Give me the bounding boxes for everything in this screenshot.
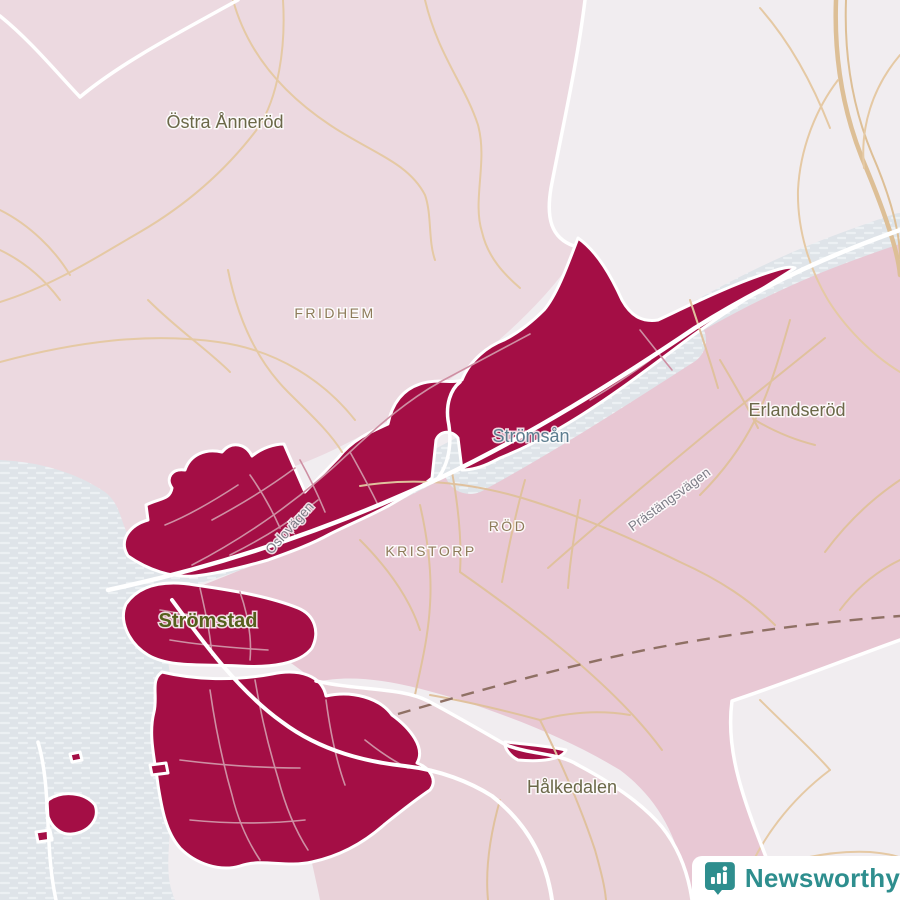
newsworthy-logo-text: Newsworthy [744,862,900,893]
label-fridhem: FRIDHEM [294,305,375,321]
label-rod: RÖD [489,517,528,534]
region-highlight-town [121,581,318,668]
label-ostra-annerod: Östra Ånneröd [166,112,283,132]
major-roads [36,227,900,900]
label-erlandserod: Erlandseröd [748,400,845,420]
minor-roads-north [0,0,521,453]
island-3 [68,750,84,764]
region-kristorp-rod [195,232,900,900]
region-outside-wedge [729,640,900,900]
railway-line [397,614,900,716]
label-stromsan: Strömsån [492,426,569,446]
minor-roads-south [429,694,631,900]
island-1 [45,792,98,836]
streets-highlight [159,329,673,861]
island-2 [148,761,170,777]
newsworthy-logo: Newsworthy [692,856,900,900]
region-highlight-south [150,670,435,870]
label-halkedalen: Hålkedalen [527,777,617,797]
newsworthy-logo-icon [704,862,735,895]
region-fridhem [0,0,585,580]
label-stromstad: Strömstad [159,610,258,632]
label-kristorp: KRISTORP [385,543,476,559]
highway-e6 [744,0,900,881]
minor-roads-east [359,299,900,751]
